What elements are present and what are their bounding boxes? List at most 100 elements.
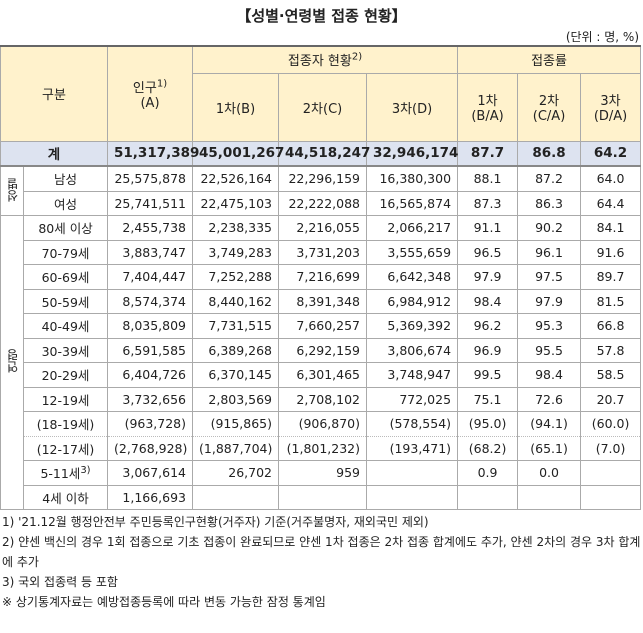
row-text: 20-29세 xyxy=(41,368,90,384)
header-cell: 인구1) (A) xyxy=(107,45,194,142)
cell: 91.1 xyxy=(457,215,519,241)
cell: 8,574,374 xyxy=(107,288,194,314)
cell: (578,554) xyxy=(366,411,459,437)
row-label: 20-29세 xyxy=(22,362,109,388)
cell: 3,555,659 xyxy=(366,239,459,265)
cell: 8,035,809 xyxy=(107,313,194,339)
row: 50-59세 8,574,374 8,440,162 8,391,348 6,984,9… xyxy=(1,288,642,314)
cell: 58.5 xyxy=(580,362,642,388)
row-text: 5-11세 xyxy=(40,466,81,482)
cell: 22,222,088 xyxy=(278,190,368,216)
row: 20-29세 6,404,726 6,370,145 6,301,465 3,748,9… xyxy=(1,362,642,388)
row-label: 70-79세 xyxy=(22,239,109,265)
row: 70-79세 3,883,747 3,749,283 3,731,203 3,555,6… xyxy=(1,239,642,265)
cell: 98.4 xyxy=(517,362,582,388)
footnote-ref: 1) xyxy=(156,78,168,90)
cell: 6,301,465 xyxy=(278,362,368,388)
row-label: 40-49세 xyxy=(22,313,109,339)
cell: 2,803,569 xyxy=(192,386,280,412)
footnote-ref: 3) xyxy=(80,465,91,477)
row: 12-19세 3,732,656 2,803,569 2,708,102 772,025… xyxy=(1,386,642,412)
header-cell: 2차 (C/A) xyxy=(517,72,582,142)
row: (18-19세) (963,728) (915,865) (906,870) (578,… xyxy=(1,411,642,437)
header-text: (C/A) xyxy=(532,109,566,124)
row: 30-39세 6,591,585 6,389,268 6,292,159 3,806,6… xyxy=(1,337,642,363)
cell: 25,741,511 xyxy=(107,190,194,216)
cell: 5,369,392 xyxy=(366,313,459,339)
cell: 96.2 xyxy=(457,313,519,339)
cell: 6,370,145 xyxy=(192,362,280,388)
cell: (95.0) xyxy=(457,411,519,437)
row-label: 여성 xyxy=(22,190,109,216)
cell: 64.4 xyxy=(580,190,642,216)
cell: 22,475,103 xyxy=(192,190,280,216)
header-text: 1차 xyxy=(477,94,498,109)
group-label: 성별 xyxy=(0,165,24,216)
row-text: 4세 이하 xyxy=(42,490,89,506)
note: 3) 국외 접종력 등 포함 xyxy=(2,575,118,589)
row-label: 5-11세3) xyxy=(22,460,109,486)
header-text: 접종자 현황 xyxy=(287,54,352,70)
cell: 25,575,878 xyxy=(107,165,194,192)
cell: (1,801,232) xyxy=(278,435,368,461)
row-text: 50-59세 xyxy=(41,294,90,310)
cell xyxy=(366,460,459,486)
row-label: 남성 xyxy=(22,165,109,192)
row: 연령 80세 이상 2,455,738 2,238,335 2,216,055 2,066… xyxy=(0,215,642,510)
row-label: 60-69세 xyxy=(22,264,109,290)
table: 구분 인구1) (A) 접종자 현황2) 접종률 1차(B) 2차(C) 3차(D) 1… xyxy=(0,45,642,510)
cell: 96.5 xyxy=(457,239,519,265)
row-text: 80세 이상 xyxy=(38,221,93,237)
cell: 2,066,217 xyxy=(366,215,459,241)
header-cell: 3차(D) xyxy=(366,72,459,142)
header-text: (B/A) xyxy=(471,109,504,124)
cell: (193,471) xyxy=(366,435,459,461)
cell: (906,870) xyxy=(278,411,368,437)
cell: 72.6 xyxy=(517,386,582,412)
cell: 6,642,348 xyxy=(366,264,459,290)
total-row: 계 51,317,389 45,001,267 44,518,247 32,946,17… xyxy=(0,140,642,167)
row-text: 40-49세 xyxy=(41,319,90,335)
cell: 32,946,174 xyxy=(366,140,458,167)
row-label: 계 xyxy=(0,140,109,167)
cell: 7,216,699 xyxy=(278,264,368,290)
cell: 7,404,447 xyxy=(107,264,194,290)
cell: 86.3 xyxy=(517,190,582,216)
cell: 51,317,389 xyxy=(107,140,199,167)
cell: 6,984,912 xyxy=(366,288,459,314)
cell: 90.2 xyxy=(517,215,582,241)
group-text: 성별 xyxy=(5,177,20,202)
cell: 7,731,515 xyxy=(192,313,280,339)
cell: 45,001,267 xyxy=(192,140,284,167)
row-label: 80세 이상 xyxy=(22,215,109,241)
cell: 86.8 xyxy=(517,140,582,167)
cell: 16,380,300 xyxy=(366,165,459,192)
cell: 22,526,164 xyxy=(192,165,280,192)
cell: 2,455,738 xyxy=(107,215,194,241)
cell: 2,238,335 xyxy=(192,215,280,241)
note: ※ 상기통계자료는 예방접종등록에 따라 변동 가능한 잠정 통계임 xyxy=(2,595,326,609)
cell: 89.7 xyxy=(580,264,642,290)
cell: (94.1) xyxy=(517,411,582,437)
cell: 66.8 xyxy=(580,313,642,339)
row: 40-49세 8,035,809 7,731,515 7,660,257 5,369,3… xyxy=(1,313,642,339)
cell: 75.1 xyxy=(457,386,519,412)
row-text: 70-79세 xyxy=(41,245,90,261)
row-text: 30-39세 xyxy=(41,343,90,359)
title: 【성별·연령별 접종 현황】 xyxy=(236,7,407,25)
cell: 0.9 xyxy=(457,460,519,486)
cell: (1,887,704) xyxy=(192,435,280,461)
row-label: (18-19세) xyxy=(22,411,109,437)
footnote-ref: 2) xyxy=(351,51,363,63)
cell: 84.1 xyxy=(580,215,642,241)
cell: 26,702 xyxy=(192,460,280,486)
cell: 8,440,162 xyxy=(192,288,280,314)
cell: 95.3 xyxy=(517,313,582,339)
cell: 3,806,674 xyxy=(366,337,459,363)
cell: 2,708,102 xyxy=(278,386,368,412)
row: 60-69세 7,404,447 7,252,288 7,216,699 6,642,3… xyxy=(1,264,642,290)
cell: 3,748,947 xyxy=(366,362,459,388)
cell: (2,768,928) xyxy=(107,435,194,461)
row-text: 여성 xyxy=(54,196,78,212)
